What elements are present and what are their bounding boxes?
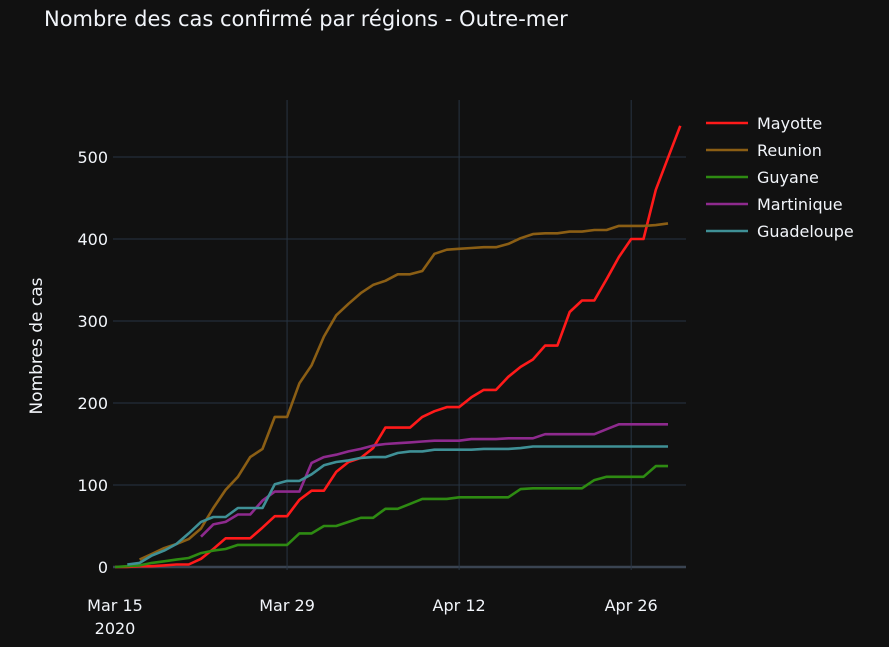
legend-item-guadeloupe[interactable]: Guadeloupe <box>706 222 854 241</box>
legend-label: Martinique <box>757 195 843 214</box>
y-axis-title: Nombres de cas <box>27 277 47 415</box>
y-tick-label: 0 <box>98 558 108 577</box>
y-tick-label: 100 <box>77 476 108 495</box>
legend-item-mayotte[interactable]: Mayotte <box>706 114 822 133</box>
series-line-reunion <box>139 222 669 561</box>
y-tick-label: 500 <box>77 148 108 167</box>
legend-label: Reunion <box>757 141 822 160</box>
legend-item-reunion[interactable]: Reunion <box>706 141 822 160</box>
series-line-guyane <box>114 464 668 569</box>
x-tick-label: Mar 15 <box>87 596 143 615</box>
legend-label: Guyane <box>757 168 819 187</box>
legend-label: Mayotte <box>757 114 822 133</box>
series-line-martinique <box>200 422 668 538</box>
x-tick-year-label: 2020 <box>95 619 136 638</box>
x-tick-label: Apr 26 <box>605 596 658 615</box>
y-tick-label: 400 <box>77 230 108 249</box>
legend-item-guyane[interactable]: Guyane <box>706 168 819 187</box>
y-tick-label: 200 <box>77 394 108 413</box>
y-tick-label: 300 <box>77 312 108 331</box>
x-tick-label: Apr 12 <box>433 596 486 615</box>
legend-label: Guadeloupe <box>757 222 854 241</box>
x-tick-label: Mar 29 <box>259 596 315 615</box>
series-line-mayotte <box>115 125 682 569</box>
legend-item-martinique[interactable]: Martinique <box>706 195 843 214</box>
chart-title: Nombre des cas confirmé par régions - Ou… <box>44 7 568 31</box>
series-line-guadeloupe <box>127 445 668 566</box>
